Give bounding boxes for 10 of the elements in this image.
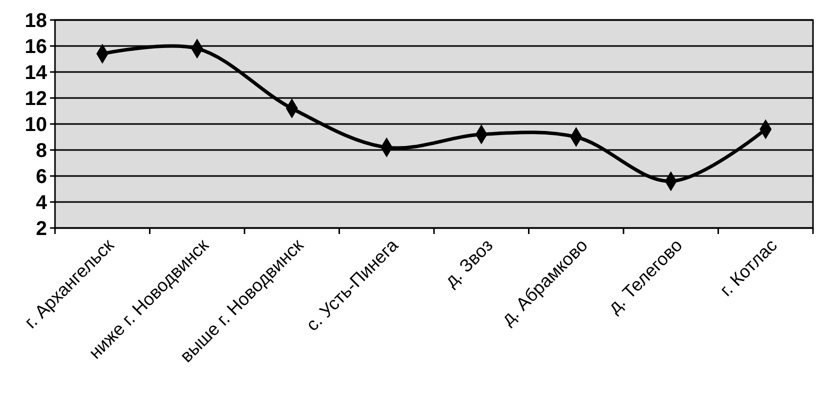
y-tick-label: 8 (36, 140, 47, 162)
y-tick-label: 12 (24, 88, 47, 110)
y-tick-label: 2 (36, 218, 47, 240)
y-tick-label: 10 (24, 114, 47, 136)
y-tick-label: 16 (24, 36, 47, 58)
y-tick-label: 4 (36, 192, 48, 214)
y-tick-label: 6 (36, 166, 47, 188)
y-tick-label: 18 (24, 10, 47, 32)
y-tick-label: 14 (24, 62, 48, 84)
x-tick-label: д. Звоз (440, 235, 497, 291)
